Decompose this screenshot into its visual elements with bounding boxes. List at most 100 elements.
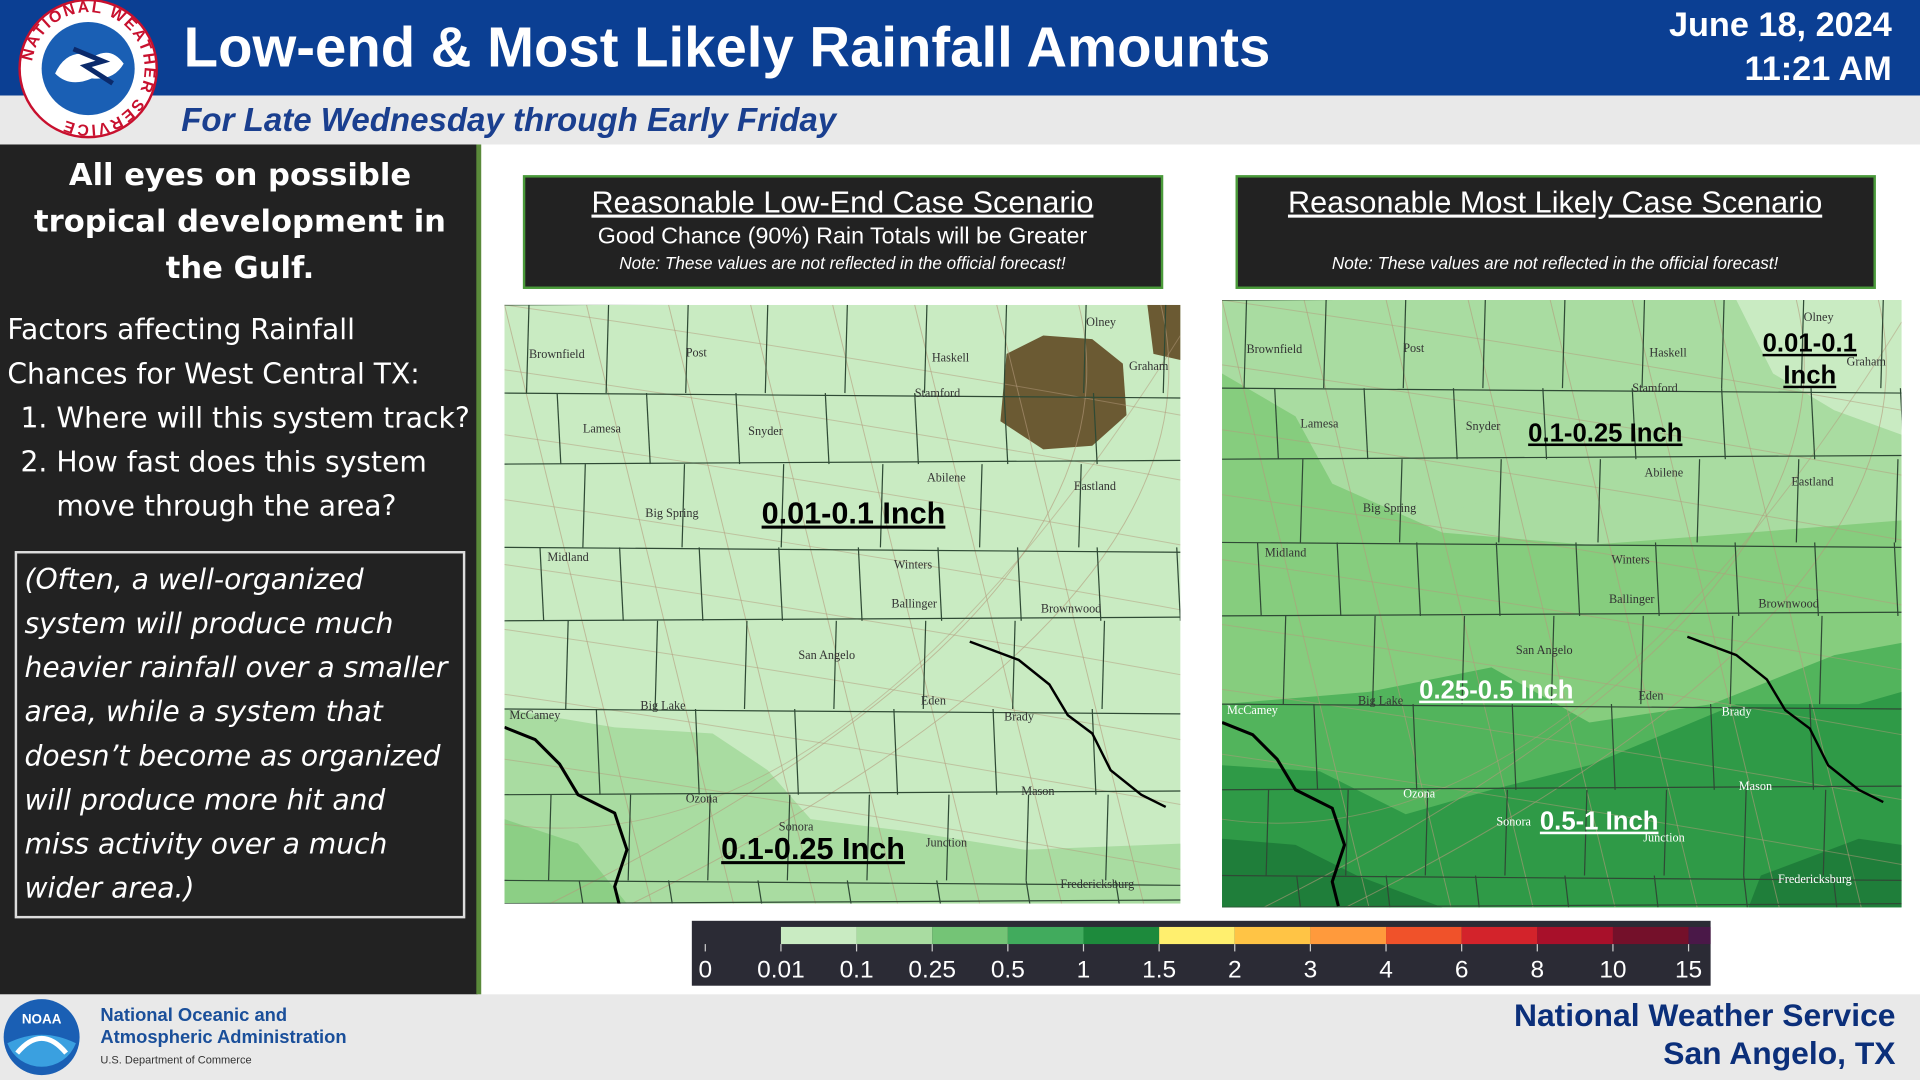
county-line (844, 304, 848, 394)
legend-label: 0.5 (991, 956, 1025, 983)
county-line (1511, 704, 1517, 790)
county-line (764, 304, 769, 394)
road (1222, 364, 1902, 476)
noaa-name: National Oceanic and (100, 1004, 287, 1025)
city-label: Abilene (1644, 466, 1683, 480)
county-line (794, 708, 799, 795)
road (668, 304, 816, 904)
county-line (922, 620, 927, 709)
county-line (743, 620, 748, 709)
legend-label: 0 (699, 956, 713, 983)
county-line (1729, 615, 1734, 705)
county-line (1003, 393, 1009, 465)
county-line (681, 464, 686, 548)
county-line (1631, 388, 1637, 460)
county-line (824, 393, 830, 465)
city-label: Big Spring (645, 506, 698, 520)
county-line (1012, 620, 1016, 709)
county-line (1743, 875, 1748, 908)
legend-swatch (780, 926, 857, 945)
map-title: Reasonable Most Likely Case Scenario (1288, 186, 1822, 220)
city-label: Post (1403, 341, 1425, 355)
legend-swatch (1537, 926, 1613, 945)
county-line (1363, 388, 1369, 460)
map-layers: Brownfield Post Haskell Olney Graham Stamford… (1222, 300, 1902, 908)
legend-swatch (1159, 926, 1235, 945)
city-label: Brownwood (1041, 602, 1102, 616)
map-title: Reasonable Low-End Case Scenario (591, 186, 1093, 220)
county-line (1800, 300, 1805, 389)
rain-label: 0.01-0.1 Inch (762, 497, 946, 531)
county-line (879, 464, 884, 548)
county-line (1814, 542, 1819, 616)
city-label: Snyder (1466, 419, 1501, 433)
county-line (1265, 789, 1270, 876)
legend-swatch (1083, 926, 1160, 945)
county-line (698, 547, 704, 621)
county-line (605, 304, 610, 394)
location: San Angelo, TX (1663, 1035, 1895, 1071)
city-label: Eastland (1074, 479, 1116, 493)
county-line (857, 547, 863, 621)
county-line (757, 880, 763, 904)
county-line (1091, 708, 1097, 795)
city-label: Brady (1722, 704, 1753, 718)
county-line (780, 464, 785, 548)
sidebar-content: All eyes on possible tropical developmen… (7, 147, 472, 992)
city-label: Big Spring (1363, 501, 1416, 515)
county-line (1498, 459, 1502, 543)
county-line (1222, 387, 1902, 394)
city-label: Ballinger (1609, 592, 1655, 606)
city-label: Abilene (927, 471, 966, 485)
county-line (1385, 875, 1391, 908)
road (1631, 300, 1780, 908)
county-line (1222, 454, 1902, 460)
rain-zone (1147, 304, 1181, 360)
road (1222, 300, 1370, 908)
legend-label: 2 (1228, 956, 1242, 983)
road (1345, 300, 1887, 908)
road (1222, 688, 1902, 801)
city-label: Mason (1739, 779, 1772, 793)
legend-swatch (1386, 926, 1462, 945)
county-line (1222, 903, 1902, 908)
noaa-name: Atmospheric Administration (100, 1026, 346, 1047)
factor: How fast does this system move through t… (56, 441, 472, 529)
city-label: Haskell (932, 351, 970, 365)
road (504, 369, 1181, 481)
county-line (893, 708, 899, 795)
county-line (1710, 704, 1715, 790)
legend-swatch (856, 926, 933, 945)
road (996, 304, 1145, 904)
city-label: Mason (1021, 784, 1054, 798)
county-line (1832, 875, 1838, 908)
rain-zone (504, 819, 627, 904)
subtitle: For Late Wednesday through Early Friday (181, 102, 838, 139)
county-line (654, 620, 659, 709)
city-label: Lamesa (1300, 417, 1339, 431)
factors-intro: Factors affecting Rainfall Chances for W… (7, 314, 420, 391)
county-line (1504, 789, 1508, 876)
county-line (1096, 547, 1102, 621)
county-line (936, 880, 942, 904)
county-line (1083, 304, 1087, 394)
county-line (1398, 459, 1403, 543)
map-subtitle: Good Chance (90%) Rain Totals will be Gr… (598, 223, 1088, 249)
sidebar (0, 144, 478, 995)
county-line (1101, 620, 1106, 709)
river (1222, 721, 1347, 907)
city-label: Eastland (1791, 474, 1833, 488)
city-label: Junction (926, 835, 967, 849)
county-line (1222, 300, 1336, 301)
county-line (1282, 615, 1287, 705)
county-line (694, 708, 700, 795)
county-line (667, 880, 673, 904)
county-line (945, 794, 950, 881)
road (1222, 300, 1902, 411)
county-line (1810, 388, 1816, 460)
county-line (539, 547, 545, 621)
county-line (578, 880, 584, 904)
city-label: Lamesa (583, 422, 622, 436)
county-line (1256, 542, 1262, 616)
